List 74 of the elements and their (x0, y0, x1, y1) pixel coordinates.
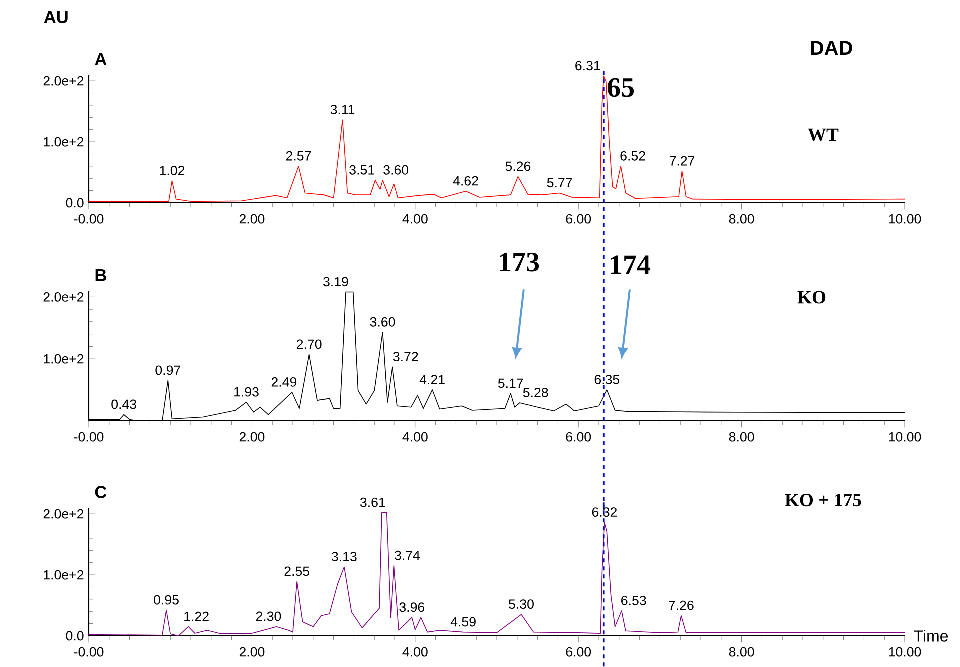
annotation: 4.21 (420, 375, 445, 384)
y-tick-label: 1.0e+2 (44, 137, 84, 147)
y-tick-label: 0.0 (66, 198, 84, 208)
x-tick-label: 4.00 (402, 647, 428, 657)
annotation: 0.43 (112, 400, 136, 410)
annotation: 1.22 (184, 612, 209, 622)
annotation: 3.19 (324, 277, 348, 287)
x-tick-label: 10.00 (889, 647, 922, 657)
annotation: 5.26 (506, 162, 531, 172)
text: DAD (811, 41, 852, 55)
annotation: 3.60 (370, 317, 396, 327)
x-tick-label: 4.00 (402, 432, 428, 442)
annotation: 2.55 (284, 566, 310, 576)
annotation: 4.59 (450, 617, 476, 627)
annotation: 3.51 (350, 165, 374, 175)
x-tick-label: 10.00 (889, 432, 922, 442)
annotation: KO (798, 291, 826, 304)
x-tick-label: 4.00 (402, 214, 428, 224)
annotation: 6.35 (594, 375, 620, 384)
chart-title: A (95, 53, 107, 66)
annotation: 3.11 (330, 105, 355, 114)
annotation: 0.95 (154, 595, 179, 605)
annotation: WT (808, 128, 839, 142)
y-tick-label: 1.0e+2 (44, 570, 84, 580)
x-tick-label: 6.00 (566, 647, 592, 657)
x-tick-label: 2.00 (240, 432, 265, 442)
x-tick-label: 8.00 (729, 647, 754, 657)
annotation: 2.70 (297, 340, 322, 350)
annotation: 7.27 (670, 156, 695, 166)
annotation: 3.13 (332, 552, 357, 562)
annotation: 1.93 (234, 387, 259, 397)
annotation: 3.96 (400, 602, 425, 612)
x-tick-label: 2.00 (240, 647, 265, 657)
annotation: 1.02 (160, 166, 185, 176)
x-tick-label: 6.00 (566, 432, 592, 442)
y-tick-label: 1.0e+2 (44, 354, 84, 364)
annotation: 6.31 (576, 61, 600, 71)
text: 174 (611, 256, 650, 274)
x-tick-label: -0.00 (74, 432, 104, 442)
y-tick-label: 2.0e+2 (44, 292, 84, 302)
x-tick-label: -0.00 (74, 214, 104, 224)
annotation: 2.57 (286, 151, 312, 161)
text: KO + 175 (785, 494, 862, 507)
annotation: 5.77 (547, 178, 572, 188)
annotation: 2.30 (256, 612, 282, 622)
annotation: 2.49 (272, 377, 297, 387)
annotation: 65 (608, 78, 634, 98)
x-tick-label: 10.00 (889, 214, 922, 224)
annotation: 5.30 (509, 600, 534, 610)
y-tick-label: 0.0 (66, 631, 84, 641)
annotation: 3.60 (384, 165, 409, 175)
annotation: 7.26 (669, 600, 694, 610)
annotation: 6.52 (620, 151, 646, 161)
x-tick-label: 8.00 (729, 432, 754, 442)
annotation: 3.72 (393, 352, 418, 362)
x-tick-label: 6.00 (566, 214, 592, 224)
annotation: 6.32 (592, 508, 618, 518)
text: 173 (500, 252, 540, 272)
annotation: 0.97 (156, 366, 180, 376)
x-tick-label: 8.00 (729, 214, 754, 224)
annotation: 3.61 (360, 498, 386, 508)
x-tick-label: -0.00 (74, 647, 104, 657)
x-axis-title: Time (914, 630, 948, 642)
annotation: 4.62 (453, 176, 478, 186)
annotation: 5.17 (498, 378, 524, 388)
x-tick-label: 2.00 (240, 214, 265, 224)
y-tick-label: 2.0e+2 (44, 76, 84, 86)
annotation: 5.28 (523, 388, 548, 398)
y-tick-label: 2.0e+2 (44, 509, 84, 519)
annotation: 6.53 (622, 596, 646, 606)
chart-title: B (96, 269, 106, 282)
annotation: 3.74 (395, 550, 420, 560)
chart-title: C (95, 486, 107, 498)
y-axis-title: AU (44, 11, 68, 24)
